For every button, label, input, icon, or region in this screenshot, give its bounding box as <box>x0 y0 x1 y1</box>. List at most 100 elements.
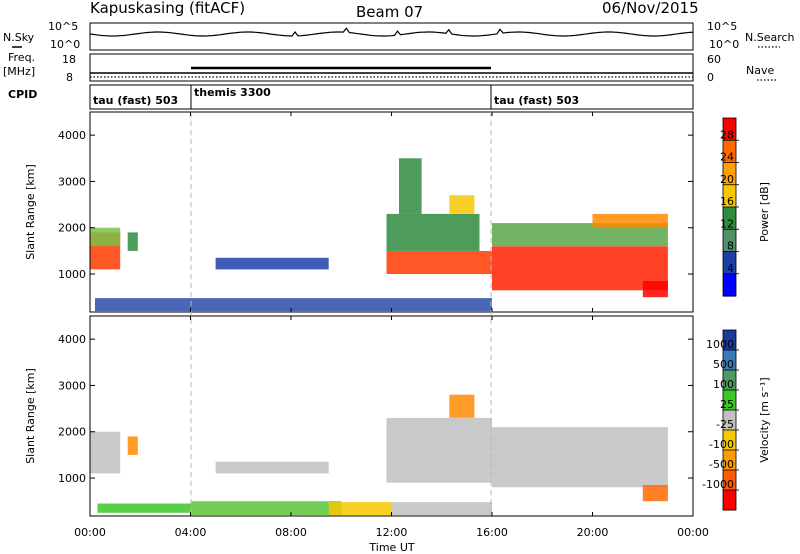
freq-panel: Freq. [MHz] 18 8 60 0 Nave <box>3 51 778 84</box>
velocity-ylabel: Slant Range [km] <box>24 368 37 464</box>
power-panel: 4000 3000 2000 1000 Slant Range [km] <box>24 111 694 313</box>
freq-label: Freq. <box>8 51 35 64</box>
x-tick-label: 12:00 <box>376 526 408 539</box>
colorbar-tick-label: 1000 <box>706 338 734 351</box>
colorbar-tick-label: 100 <box>713 378 734 391</box>
y-tick-label: 1000 <box>58 472 86 485</box>
freq-right-tick-top: 60 <box>707 53 721 66</box>
nave-label: Nave <box>746 64 774 77</box>
nsearch-label: N.Search <box>745 31 795 44</box>
scatter-region <box>97 503 191 513</box>
cpid-panel: CPID tau (fast) 503 themis 3300 tau (fas… <box>8 84 694 110</box>
colorbar-tick-label: 16 <box>720 195 734 208</box>
x-tick-label: 16:00 <box>476 526 508 539</box>
scatter-region <box>190 501 342 516</box>
x-tick-label: 04:00 <box>175 526 207 539</box>
colorbar-tick-label: 24 <box>720 151 734 164</box>
nsky-label: N.Sky <box>3 31 35 44</box>
scatter-region <box>492 223 668 247</box>
colorbar-segment <box>723 184 736 208</box>
colorbar-tick-label: 4 <box>727 262 734 275</box>
scatter-region <box>215 257 329 270</box>
noise-left-tick-top: 10^5 <box>48 20 78 33</box>
cpid-segment-1: tau (fast) 503 <box>93 94 178 107</box>
velocity-scatter <box>90 394 668 516</box>
scatter-region <box>642 485 668 502</box>
noise-left-tick-bottom: 10^0 <box>50 38 80 51</box>
power-colorbar: 28 24 20 16 12 8 4 <box>720 117 739 297</box>
scatter-region <box>95 298 492 312</box>
scatter-region <box>642 281 668 298</box>
freq-unit-label: [MHz] <box>3 65 35 78</box>
colorbar-segment <box>723 410 736 431</box>
colorbar-tick-label: 12 <box>720 217 734 230</box>
colorbar-tick-label: -1000 <box>702 478 734 491</box>
colorbar-segment <box>723 370 736 391</box>
colorbar-segment <box>723 140 736 164</box>
y-tick-label: 3000 <box>58 379 86 392</box>
colorbar-frame <box>722 329 737 511</box>
velocity-panel: 4000 3000 2000 1000 Slant Range [km] <box>24 315 694 517</box>
scatter-region <box>386 417 492 483</box>
boundary-lines <box>190 112 492 516</box>
y-tick-label: 4000 <box>58 333 86 346</box>
cpid-segment-3: tau (fast) 503 <box>494 94 579 107</box>
colorbar-segment <box>723 273 736 297</box>
noise-trace <box>89 27 694 37</box>
x-tick-label: 08:00 <box>275 526 307 539</box>
scatter-region <box>391 502 492 516</box>
scatter-region <box>492 427 668 488</box>
colorbar-tick-label: 28 <box>720 128 734 141</box>
y-tick-label: 1000 <box>58 268 86 281</box>
colorbar-segment <box>723 450 736 471</box>
noise-panel: N.Sky N.Search 10^5 10^0 10^5 10^0 <box>3 20 795 51</box>
colorbar-segment <box>723 490 736 511</box>
power-ylabel: Slant Range [km] <box>24 164 37 260</box>
cpid-segment-2: themis 3300 <box>194 86 271 99</box>
colorbar-tick-label: 500 <box>713 358 734 371</box>
scatter-region <box>127 436 138 455</box>
colorbar-tick-label: 20 <box>720 173 734 186</box>
scatter-region <box>127 232 138 251</box>
colorbar-segment <box>723 118 736 141</box>
colorbar-segment <box>723 350 736 371</box>
station-title: Kapuskasing (fitACF) <box>90 0 245 17</box>
colorbar-segment <box>723 330 736 351</box>
velocity-colorbar: 1000 500 100 25 -25 -100 -500 -1000 <box>702 329 739 511</box>
velocity-y-ticks: 4000 3000 2000 1000 <box>58 333 693 485</box>
scatter-region <box>592 213 668 228</box>
beam-title: Beam 07 <box>356 3 423 21</box>
colorbar-tick-label: 8 <box>727 240 734 253</box>
cpid-label: CPID <box>8 88 37 101</box>
y-tick-label: 2000 <box>58 222 86 235</box>
colorbar-tick-label: -25 <box>716 418 734 431</box>
velocity-colorbar-label: Velocity [m s⁻¹] <box>758 377 771 462</box>
x-tick-label: 20:00 <box>577 526 609 539</box>
x-tick-label: 00:00 <box>74 526 106 539</box>
scatter-region <box>449 195 475 214</box>
scatter-region <box>90 227 121 247</box>
y-tick-label: 4000 <box>58 129 86 142</box>
noise-right-tick-bottom: 10^0 <box>709 38 739 51</box>
colorbar-segment <box>723 390 736 411</box>
scatter-region <box>449 394 475 418</box>
date-title: 06/Nov/2015 <box>602 0 699 17</box>
colorbar-tick-label: -100 <box>709 438 734 451</box>
colorbar-segment <box>723 162 736 186</box>
x-tick-label: 00:00 <box>677 526 709 539</box>
power-colorbar-label: Power [dB] <box>758 182 771 242</box>
freq-right-tick-bottom: 0 <box>707 71 714 84</box>
colorbar-tick-label: 25 <box>720 398 734 411</box>
power-y-ticks: 4000 3000 2000 1000 <box>58 129 693 281</box>
y-tick-label: 2000 <box>58 426 86 439</box>
scatter-region <box>328 502 392 516</box>
x-axis-label: Time UT <box>368 541 414 554</box>
noise-right-tick-top: 10^5 <box>707 20 737 33</box>
freq-left-tick-bottom: 8 <box>66 71 73 84</box>
colorbar-segment <box>723 207 736 230</box>
y-tick-label: 3000 <box>58 175 86 188</box>
scatter-region <box>386 250 492 274</box>
colorbar-segment <box>723 430 736 451</box>
scatter-region <box>90 431 121 474</box>
